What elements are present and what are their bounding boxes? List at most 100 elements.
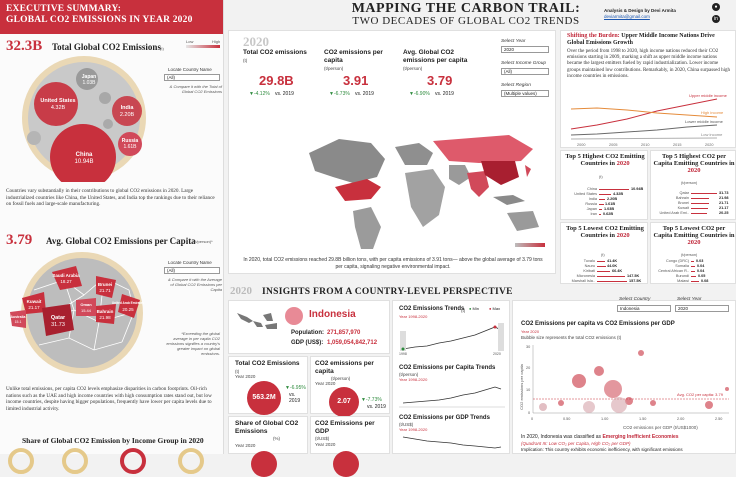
donut-income-4[interactable]	[178, 448, 204, 474]
classification-pre: In 2020, Indonesia was classified as	[521, 434, 602, 440]
locate-country-select-1[interactable]: (All)	[164, 74, 220, 81]
x-tick-2005: 2005	[609, 143, 617, 147]
scatter-point[interactable]	[539, 403, 547, 411]
bubble-india[interactable]	[112, 96, 142, 126]
country-bubble-chart: Japan 1.03B United States 4.32B India 2.…	[22, 56, 146, 182]
total-global-value: 32.3B	[6, 38, 43, 54]
cell-value-qatar: 31.73	[51, 322, 65, 328]
linkedin-icon[interactable]: in	[712, 15, 720, 23]
trend-percap-line	[402, 386, 502, 404]
row-label: Japan	[586, 207, 597, 211]
cell-brunei[interactable]	[96, 276, 116, 298]
world-emissions-map[interactable]	[249, 103, 549, 253]
country-kpi-percap-value: 2.07	[337, 398, 351, 405]
scatter-point[interactable]	[558, 400, 564, 406]
scatter-point[interactable]	[594, 366, 604, 376]
donut-income-1[interactable]	[8, 448, 34, 474]
map-australia[interactable]	[507, 211, 539, 231]
cell-oman[interactable]	[76, 298, 96, 316]
top5-lowest-total-title: Top 5 Lowest CO2 Emitting Countries in 2…	[566, 225, 644, 240]
scatter-point[interactable]	[638, 350, 644, 356]
locate-country-select-2[interactable]: (All)	[164, 267, 220, 274]
dashboard-header: MAPPING THE CARBON TRAIL: TWO DECADES OF…	[226, 0, 736, 30]
country-kpi-total-unit: (t)	[235, 369, 240, 374]
scatter-point[interactable]	[604, 380, 622, 398]
scatter-x-tick: 2.50	[715, 417, 722, 421]
row-value: 147.5K	[627, 274, 640, 278]
cell-qatar[interactable]	[42, 304, 74, 336]
map-north-america[interactable]	[309, 139, 385, 183]
scatter-chart[interactable]: CO2 emissions per capita Avg. CO2 per ca…	[519, 341, 733, 423]
donut-income-3[interactable]	[120, 448, 146, 474]
bubble-small-2	[27, 131, 41, 145]
row-label: Brunei	[678, 201, 689, 205]
row-bar	[599, 193, 611, 196]
github-icon[interactable]: ●	[712, 3, 720, 11]
scatter-point[interactable]	[572, 374, 586, 388]
exec-title-line2: GLOBAL CO2 EMISSIONS IN YEAR 2020	[6, 15, 193, 25]
filter-year-select[interactable]: 2020	[501, 46, 549, 53]
label-upper-middle: Upper middle income	[689, 93, 728, 98]
avg-percap-value: 3.79	[6, 232, 33, 248]
trend-total-unit: (t)	[461, 308, 466, 313]
kpi-percap-vs: vs. 2019	[355, 91, 374, 97]
scatter-point[interactable]	[725, 387, 729, 391]
map-middle-east[interactable]	[449, 165, 471, 185]
scatter-point[interactable]	[583, 401, 595, 413]
trend-total-chart: 1998 2020	[399, 323, 504, 355]
cell-uae[interactable]	[118, 294, 140, 318]
cell-saudi-arabia[interactable]	[52, 266, 82, 290]
map-united-states[interactable]	[335, 179, 381, 201]
cell-bahrain[interactable]	[96, 304, 116, 324]
scatter-point[interactable]	[705, 401, 713, 409]
map-india[interactable]	[467, 171, 489, 197]
row-bar	[691, 212, 707, 215]
locate-country-label-1: Locate Country Name	[168, 67, 212, 72]
cell-value-australia: 15.1	[15, 320, 22, 324]
map-europe[interactable]	[395, 143, 433, 165]
bubble-china[interactable]	[50, 124, 116, 182]
insights-year: 2020	[230, 285, 252, 297]
bubble-japan[interactable]	[76, 68, 98, 90]
cell-value-saudi: 18.27	[60, 279, 72, 284]
map-indonesia[interactable]	[493, 195, 525, 205]
avg-percap-unit: (t/person)*	[194, 239, 213, 244]
cell-value-kuwait: 21.17	[28, 305, 40, 310]
filter-income-select[interactable]: (All)	[501, 68, 549, 75]
map-south-america[interactable]	[353, 207, 381, 249]
trend-percap-range: Year 1998-2020	[399, 377, 428, 382]
row-value: 66.4K	[612, 269, 623, 273]
map-japan[interactable]	[525, 165, 531, 177]
insights-title: INSIGHTS FROM A COUNTRY-LEVEL PERSPECTIV…	[262, 287, 513, 297]
map-china[interactable]	[481, 161, 519, 185]
bubble-united-states[interactable]	[34, 82, 78, 126]
top5-lowest-percap-rows: Congo (DRC) 0.03 Somalia 0.04 Central Afri…	[653, 259, 735, 285]
row-bar	[599, 203, 604, 206]
author-email-link[interactable]: deviarmita@gmail.com	[604, 14, 650, 19]
filter-region-select[interactable]: (Multiple values)	[501, 90, 549, 97]
row-label: Somalia	[675, 264, 689, 268]
cell-kuwait[interactable]	[22, 292, 46, 314]
map-africa[interactable]	[405, 169, 445, 227]
country-kpi-percap-change: ▼-7.73%	[361, 397, 382, 403]
country-kpi-total: Total CO2 Emissions (t) Year 2020 563.2M…	[228, 356, 308, 415]
legend-low: Low	[186, 39, 194, 44]
donut-income-2[interactable]	[62, 448, 88, 474]
bubble-russia[interactable]	[118, 132, 142, 156]
scatter-point[interactable]	[650, 400, 656, 406]
select-country-dropdown[interactable]: Indonesia	[617, 305, 671, 312]
scatter-point[interactable]	[625, 397, 633, 405]
row-value: 157.5K	[629, 279, 642, 283]
row-bar	[691, 192, 717, 195]
trend-gdp-unit: (t/US$)	[399, 422, 414, 427]
legend-high: High	[212, 39, 221, 44]
cell-australia[interactable]	[10, 310, 26, 328]
scatter-point[interactable]	[611, 397, 627, 413]
select-year-dropdown-2[interactable]: 2020	[675, 305, 729, 312]
row-label: India	[588, 197, 597, 201]
bubble-label-japan: Japan	[82, 74, 96, 80]
country-kpi-share-circle	[251, 451, 277, 477]
population-value: 271,857,970	[327, 330, 361, 336]
map-russia[interactable]	[433, 135, 533, 163]
scatter-y-tick: 30	[526, 345, 530, 349]
